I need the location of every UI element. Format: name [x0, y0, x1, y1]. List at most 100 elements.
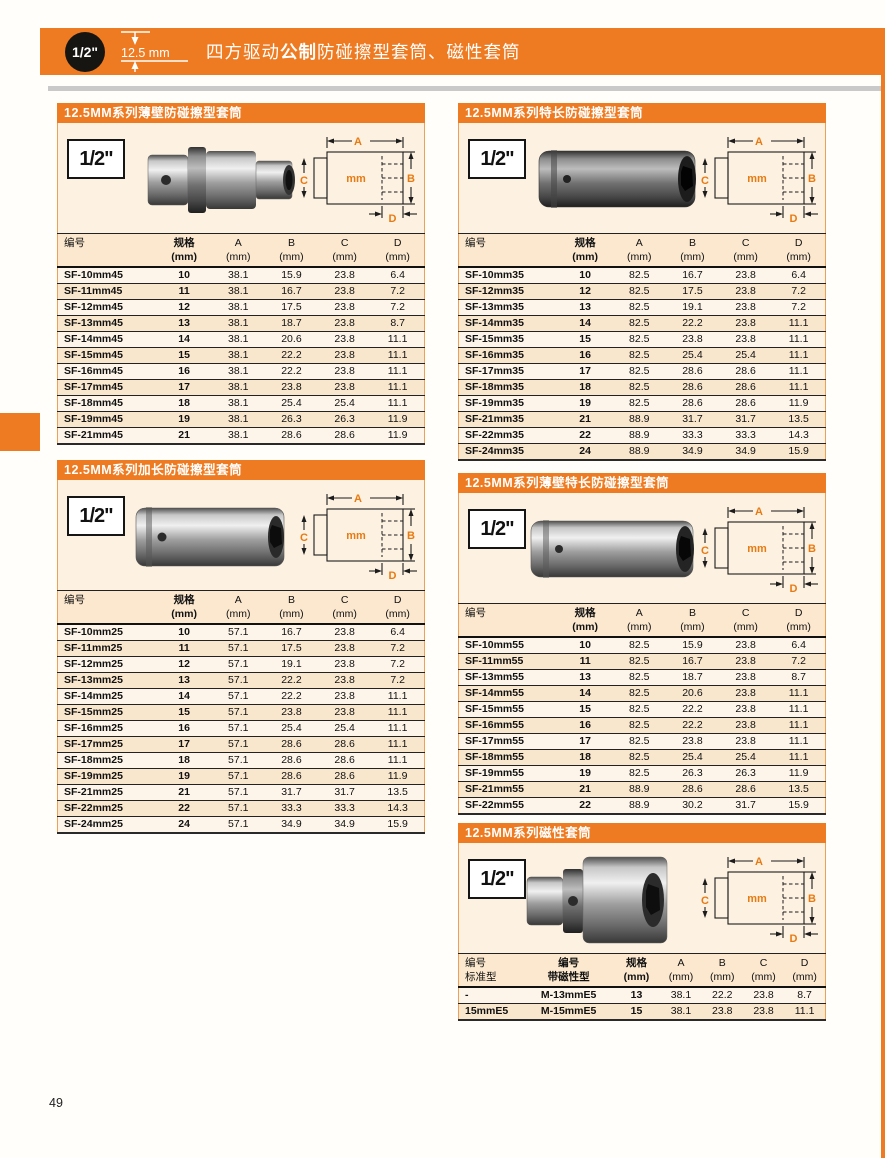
table-cell: 7.2	[371, 656, 425, 673]
table-cell: 23.8	[318, 640, 372, 657]
badge-text: 1/2"	[480, 517, 514, 540]
table-cell: 13	[156, 315, 212, 332]
table-cell: 57.1	[211, 800, 265, 817]
table-cell: 22.2	[264, 688, 319, 705]
table-cell: 11	[156, 640, 212, 657]
table-cell: 38.1	[211, 411, 265, 428]
table-cell: 28.6	[318, 736, 372, 753]
table-cell: 11.1	[772, 749, 826, 766]
table-cell: 88.9	[612, 411, 666, 428]
table-cell: SF-16mm35	[458, 347, 558, 364]
table-cell: 11.1	[371, 736, 425, 753]
table-cell: 57.1	[211, 736, 265, 753]
table-cell: 23.8	[742, 1003, 785, 1021]
table-cell: SF-22mm35	[458, 427, 558, 444]
table-cell: 33.3	[719, 427, 773, 444]
table-cell: 38.1	[211, 363, 265, 380]
table-cell: 82.5	[612, 749, 666, 766]
table-cell: 11.1	[371, 752, 425, 769]
table-cell: 57.1	[211, 816, 265, 834]
column-header: D (mm)	[772, 233, 826, 269]
svg-text:B: B	[407, 530, 415, 542]
section-long: 12.5MM系列加长防碰擦型套筒 1/2" A C B	[57, 460, 425, 835]
table-cell: 15mmE5	[458, 1003, 525, 1021]
table-cell: 11.1	[772, 347, 826, 364]
table-cell: SF-14mm25	[57, 688, 157, 705]
table-cell: 22.2	[264, 672, 319, 689]
table-cell: 33.3	[318, 800, 372, 817]
socket-photo	[135, 507, 285, 567]
table-cell: 23.8	[735, 269, 756, 282]
product-panel: 1/2" A C B	[458, 493, 826, 603]
table-cell: 11.9	[371, 768, 425, 785]
table-row: SF-19mm55 19 82.5 26.3 26.3 11.9	[458, 765, 826, 782]
column-header: A (mm)	[660, 953, 702, 989]
page-header-banner: 1/2" 12.5 mm 四方驱动公制防碰擦型套筒、磁性套筒	[40, 28, 885, 75]
table-cell: 88.9	[612, 443, 666, 461]
table-cell: 19	[156, 768, 212, 785]
table-cell: 57.1	[211, 672, 265, 689]
table-cell: 16	[557, 717, 613, 734]
table-cell: 23.8	[719, 685, 773, 702]
table-cell: 38.1	[211, 331, 265, 348]
table-row: SF-14mm45 14 38.1 20.6 23.8 11.1	[57, 331, 425, 348]
table-cell: 8.7	[797, 989, 812, 1002]
table-cell: 23.8	[264, 704, 319, 721]
table-row: SF-15mm45 15 38.1 22.2 23.8 11.1	[57, 347, 425, 364]
table-cell: SF-17mm25	[57, 736, 157, 753]
table-cell: 23.8	[719, 733, 773, 750]
table-cell: 23.8	[334, 626, 355, 639]
table-row: SF-15mm55 15 82.5 22.2 23.8 11.1	[458, 701, 826, 718]
table-row: SF-24mm25 24 57.1 34.9 34.9 15.9	[57, 816, 425, 834]
table-row: SF-19mm25 19 57.1 28.6 28.6 11.9	[57, 768, 425, 785]
table-row: - M-13mmE5 13 38.1 22.2 23.8 8.7	[458, 987, 826, 1004]
table-cell: SF-12mm45	[57, 299, 157, 316]
svg-text:B: B	[407, 173, 415, 185]
table-cell: SF-21mm55	[458, 781, 558, 798]
table-cell: 17	[156, 379, 212, 396]
table-cell: 11.1	[371, 720, 425, 737]
table-cell: SF-18mm25	[57, 752, 157, 769]
table-cell: 34.9	[318, 816, 372, 834]
table-cell: 12	[156, 656, 212, 673]
table-cell: 12	[557, 283, 613, 300]
table-cell: 11.1	[772, 331, 826, 348]
svg-text:C: C	[300, 175, 308, 187]
table-cell: 11.1	[772, 685, 826, 702]
table-cell: 34.9	[665, 443, 720, 461]
table-header-row: 编号 规格 (mm) A (mm) B (mm) C (mm) D (mm)	[57, 233, 425, 269]
table-cell: SF-12mm25	[57, 656, 157, 673]
section-title-bar: 12.5MM系列薄壁防碰擦型套筒	[57, 103, 425, 123]
table-cell: 23.8	[719, 283, 773, 300]
table-cell: 22	[156, 800, 212, 817]
table-cell: SF-10mm25	[64, 626, 123, 639]
section-title: 12.5MM系列加长防碰擦型套筒	[64, 463, 243, 477]
table-cell: 38.1	[211, 299, 265, 316]
table-cell: 8.7	[772, 669, 826, 686]
table-row: SF-10mm45 10 38.1 15.9 23.8 6.4	[57, 267, 425, 284]
table-cell: 22.2	[665, 701, 720, 718]
table-cell: 38.1	[211, 379, 265, 396]
column-header: B (mm)	[264, 590, 319, 626]
column-header: B (mm)	[665, 603, 720, 639]
table-header-row: 编号 标准型 编号 带磁性型 规格 (mm) A (mm) B (mm) C (mm) D (mm)	[458, 953, 826, 989]
svg-text:mm: mm	[346, 173, 366, 185]
table-cell: 23.8	[318, 379, 372, 396]
section-title-bar: 12.5MM系列加长防碰擦型套筒	[57, 460, 425, 480]
column-header: A (mm)	[612, 603, 666, 639]
table-cell: SF-16mm55	[458, 717, 558, 734]
table-cell: 34.9	[264, 816, 319, 834]
svg-text:C: C	[701, 545, 709, 557]
table-cell: 11.1	[371, 395, 425, 412]
drive-size-badge: 1/2"	[468, 139, 526, 179]
table-cell: SF-24mm35	[458, 443, 558, 461]
table-cell: 18	[156, 752, 212, 769]
table-cell: 7.2	[371, 640, 425, 657]
svg-text:D: D	[389, 213, 397, 224]
table-cell: 15.9	[772, 443, 826, 461]
table-row: SF-21mm45 21 38.1 28.6 28.6 11.9	[57, 427, 425, 445]
drive-size-badge: 1/2"	[67, 139, 125, 179]
table-row: SF-19mm45 19 38.1 26.3 26.3 11.9	[57, 411, 425, 428]
table-row: SF-10mm25 10 57.1 16.7 23.8 6.4	[57, 624, 425, 641]
column-header: B (mm)	[264, 233, 319, 269]
